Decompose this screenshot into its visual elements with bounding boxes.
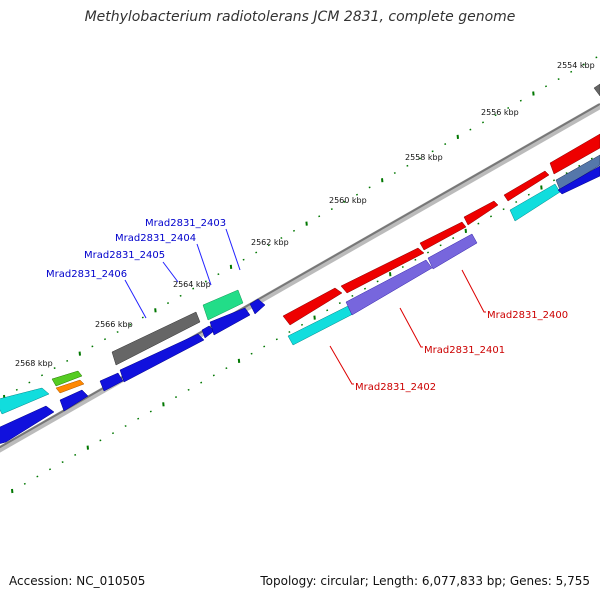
gene-label-mrad2831-2406[interactable]: Mrad2831_2406 <box>46 269 127 280</box>
ruler-dots-inner <box>11 157 593 494</box>
backbone-group <box>0 103 600 453</box>
gene-feature[interactable] <box>111 311 201 366</box>
kbp-label-2558: 2558 kbp <box>405 153 443 162</box>
kbp-label-2554: 2554 kbp <box>557 61 595 70</box>
gene-labels: Mrad2831_2403 Mrad2831_2404 Mrad2831_240… <box>46 218 568 393</box>
reverse-track-genes <box>0 154 600 445</box>
topology-text: Topology: circular; Length: 6,077,833 bp… <box>260 574 590 588</box>
gene-label-mrad2831-2403[interactable]: Mrad2831_2403 <box>145 218 226 229</box>
kbp-label-2564: 2564 kbp <box>173 280 211 289</box>
gene-feature[interactable] <box>427 233 478 270</box>
gene-label-mrad2831-2402[interactable]: Mrad2831_2402 <box>355 382 436 393</box>
gene-feature[interactable] <box>282 287 343 326</box>
kbp-label-2560: 2560 kbp <box>329 196 367 205</box>
leader-line <box>162 261 179 283</box>
backbone-line <box>0 103 600 453</box>
forward-track-genes <box>0 83 600 415</box>
gene-label-mrad2831-2404[interactable]: Mrad2831_2404 <box>115 233 196 244</box>
gene-label-mrad2831-2405[interactable]: Mrad2831_2405 <box>84 250 165 261</box>
gene-feature[interactable] <box>463 200 499 226</box>
kbp-label-2568: 2568 kbp <box>15 359 53 368</box>
gene-feature[interactable] <box>503 170 550 202</box>
gene-feature[interactable] <box>419 221 467 251</box>
backbone-shadow <box>0 103 600 449</box>
ruler-group: 2554 kbp 2556 kbp 2558 kbp 2560 kbp 2562… <box>3 56 598 494</box>
gene-feature[interactable] <box>557 165 600 195</box>
gene-feature[interactable] <box>51 370 83 387</box>
gene-feature[interactable] <box>55 379 85 394</box>
leader-line <box>196 243 212 286</box>
kbp-label-2556: 2556 kbp <box>481 108 519 117</box>
gene-feature[interactable] <box>119 333 205 383</box>
gene-label-leaders <box>124 228 486 385</box>
gene-feature[interactable] <box>202 289 244 321</box>
kbp-label-2566: 2566 kbp <box>95 320 133 329</box>
leader-line <box>124 279 147 319</box>
kbp-label-2562: 2562 kbp <box>251 238 289 247</box>
gene-feature[interactable] <box>345 259 433 316</box>
gene-feature[interactable] <box>249 298 266 315</box>
map-title: Methylobacterium radiotolerans JCM 2831,… <box>84 9 516 25</box>
gene-feature[interactable] <box>0 405 55 445</box>
leader-line <box>399 307 423 348</box>
ruler-dots-outer <box>3 56 598 400</box>
accession-text: Accession: NC_010505 <box>9 574 146 588</box>
gene-feature[interactable] <box>555 154 600 191</box>
gene-feature[interactable] <box>59 389 89 412</box>
gene-label-mrad2831-2401[interactable]: Mrad2831_2401 <box>424 345 505 356</box>
gene-feature[interactable] <box>549 133 600 175</box>
leader-line <box>329 345 354 385</box>
gene-label-mrad2831-2400[interactable]: Mrad2831_2400 <box>487 310 568 321</box>
leader-line <box>225 228 241 271</box>
gene-feature[interactable] <box>209 307 251 336</box>
gene-feature[interactable] <box>99 372 124 392</box>
leader-line <box>461 269 486 313</box>
gene-feature[interactable] <box>340 247 425 294</box>
gene-feature[interactable] <box>0 387 50 415</box>
gene-feature[interactable] <box>593 83 600 97</box>
